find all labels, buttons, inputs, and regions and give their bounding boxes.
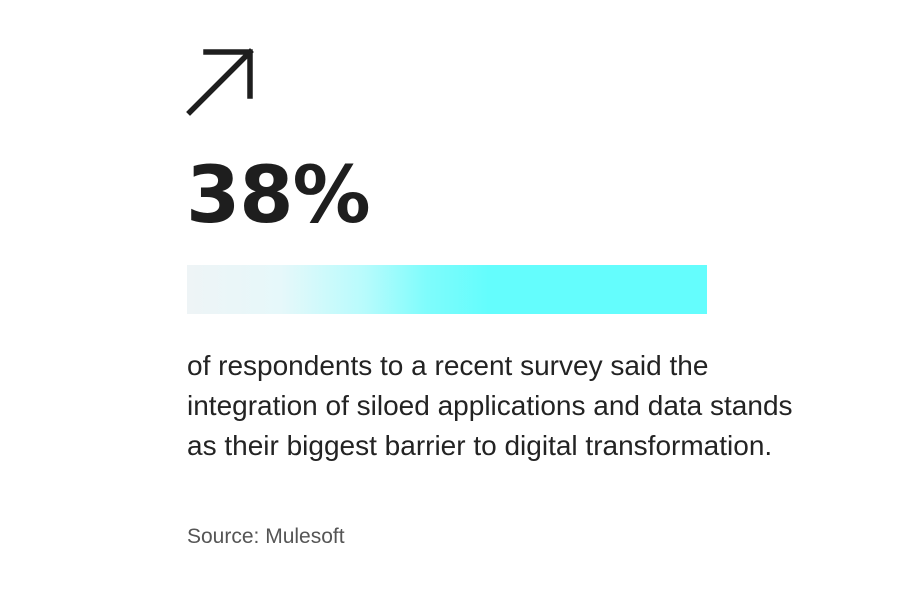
source-label: Source: Mulesoft [187,525,345,548]
arrow-up-right-icon [186,48,254,116]
stat-description: of respondents to a recent survey said t… [187,350,793,461]
stat-value: 38% [186,151,371,241]
gradient-bar [187,265,707,314]
